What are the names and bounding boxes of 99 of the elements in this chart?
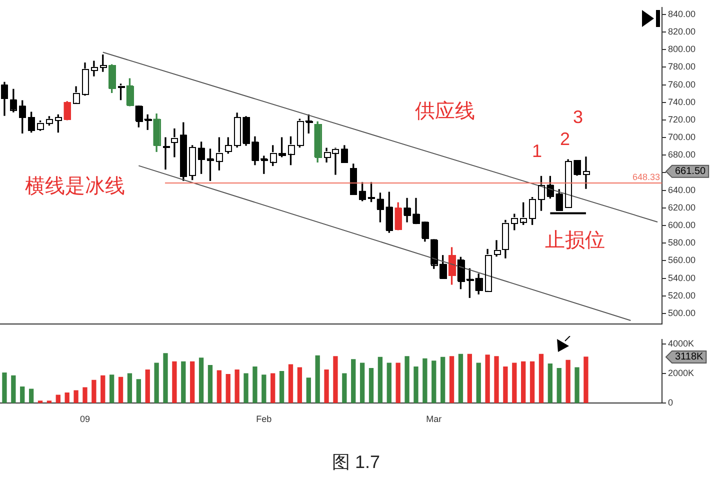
bar bbox=[538, 354, 544, 404]
y-tick-label: 640.00 bbox=[668, 184, 696, 195]
bar bbox=[368, 368, 374, 404]
bar bbox=[46, 400, 52, 404]
y-tick-label: 0 bbox=[668, 398, 674, 408]
bar bbox=[127, 373, 132, 404]
bar bbox=[297, 367, 302, 404]
ref-line-label: 648.33 bbox=[632, 172, 660, 182]
bar bbox=[154, 362, 159, 404]
bar bbox=[270, 373, 276, 404]
bar bbox=[432, 360, 436, 404]
bar bbox=[190, 361, 195, 404]
bar bbox=[198, 358, 204, 404]
y-tick-label: 580.00 bbox=[668, 238, 696, 248]
y-tick-label: 2000K bbox=[668, 368, 694, 378]
bar bbox=[28, 388, 34, 404]
annotation: 止损位 bbox=[545, 230, 605, 252]
bar bbox=[234, 369, 240, 404]
y-tick-label: 520.00 bbox=[668, 290, 696, 300]
bar bbox=[288, 364, 294, 404]
bar bbox=[279, 370, 284, 404]
bar bbox=[92, 380, 96, 404]
text: 661.50 bbox=[675, 166, 706, 178]
annotation: 3 bbox=[572, 106, 584, 127]
bar bbox=[172, 361, 177, 404]
bar bbox=[100, 375, 106, 404]
bar bbox=[56, 394, 60, 404]
bar bbox=[252, 366, 258, 404]
annotation: 1 bbox=[532, 140, 542, 161]
bar bbox=[38, 400, 43, 404]
y-tick-label: 500.00 bbox=[668, 308, 696, 318]
y-tick-label: 720.00 bbox=[668, 114, 696, 124]
x-tick-label: Mar bbox=[426, 414, 442, 424]
bar bbox=[503, 366, 508, 404]
bar bbox=[467, 354, 472, 404]
y-tick-label: 760.00 bbox=[668, 79, 696, 90]
bar bbox=[386, 362, 392, 404]
y-tick-label: 700.00 bbox=[668, 132, 696, 142]
annotation: 横线是冰线 bbox=[25, 176, 125, 198]
annotation: 供应线 bbox=[415, 100, 475, 123]
bar bbox=[574, 367, 580, 404]
bar bbox=[118, 376, 124, 404]
bar bbox=[64, 392, 70, 404]
text: 3118K bbox=[675, 352, 704, 363]
x-tick-label: 09 bbox=[80, 414, 90, 424]
bar bbox=[458, 354, 464, 404]
bar bbox=[422, 358, 428, 404]
y-tick-label: 780.00 bbox=[668, 62, 696, 72]
bar bbox=[360, 362, 365, 404]
bar bbox=[262, 374, 266, 404]
x-tick-label: Feb bbox=[256, 414, 272, 424]
bar bbox=[476, 362, 481, 404]
bar bbox=[548, 364, 553, 404]
bar bbox=[244, 373, 248, 404]
y-tick-label: 540.00 bbox=[668, 272, 696, 283]
bar bbox=[440, 356, 446, 404]
bar bbox=[342, 373, 347, 404]
y-tick-label: 620.00 bbox=[668, 202, 696, 212]
bar bbox=[163, 353, 168, 404]
y-tick-label: 680.00 bbox=[668, 150, 696, 160]
bar bbox=[333, 356, 338, 404]
bar bbox=[136, 379, 141, 404]
bar bbox=[11, 375, 16, 404]
bar bbox=[485, 354, 490, 404]
caption: 图 1.7 bbox=[330, 451, 382, 474]
y-tick-label: 4000K bbox=[668, 338, 694, 348]
bar bbox=[82, 387, 88, 404]
bar bbox=[216, 370, 222, 404]
bar bbox=[226, 374, 230, 404]
bar bbox=[414, 366, 418, 404]
bar bbox=[396, 362, 400, 404]
bar bbox=[512, 362, 517, 404]
bar bbox=[521, 361, 526, 404]
bar bbox=[315, 355, 320, 404]
bar bbox=[351, 359, 356, 404]
y-tick-label: 600.00 bbox=[668, 220, 696, 230]
bar bbox=[20, 386, 25, 404]
bar bbox=[181, 361, 186, 404]
bar bbox=[449, 356, 454, 404]
bar bbox=[324, 369, 329, 404]
y-tick-label: 740.00 bbox=[668, 96, 696, 107]
bar bbox=[306, 378, 311, 404]
bar bbox=[74, 390, 78, 404]
bar bbox=[2, 372, 7, 404]
bar bbox=[208, 365, 213, 404]
bar bbox=[145, 369, 150, 404]
bar bbox=[378, 356, 383, 404]
bar bbox=[404, 356, 410, 404]
y-tick-label: 560.00 bbox=[668, 255, 696, 266]
bar bbox=[109, 374, 114, 404]
annotation: 2 bbox=[560, 128, 570, 149]
bar bbox=[494, 356, 499, 404]
bar bbox=[584, 356, 588, 404]
bar bbox=[530, 361, 535, 404]
y-tick-label: 800.00 bbox=[668, 44, 696, 54]
bar bbox=[556, 368, 562, 404]
y-tick-label: 840.00 bbox=[668, 8, 696, 19]
bar bbox=[566, 360, 570, 404]
y-tick-label: 820.00 bbox=[668, 26, 696, 37]
